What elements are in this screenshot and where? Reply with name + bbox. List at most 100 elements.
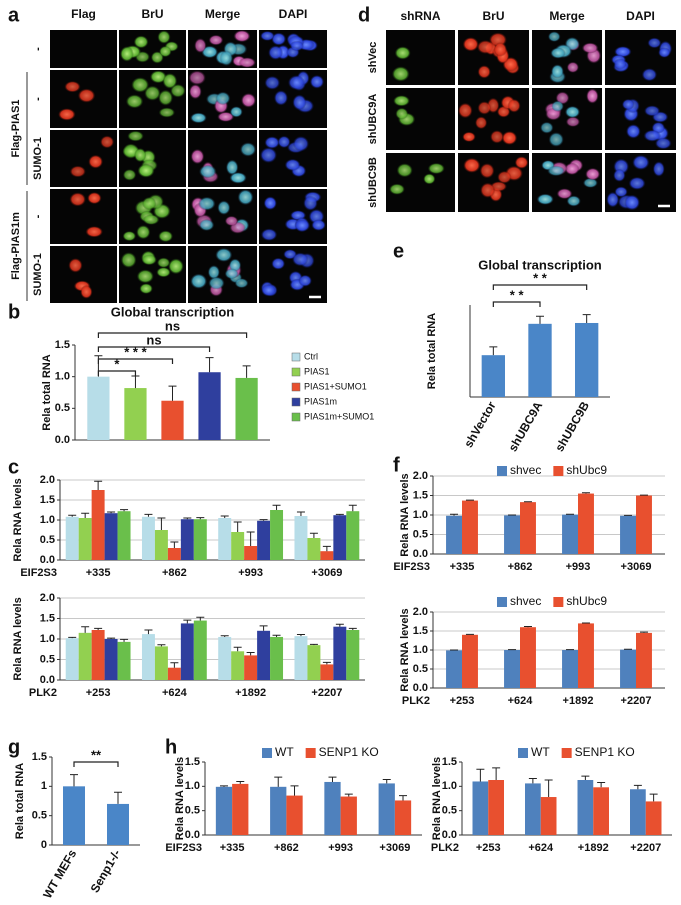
nucleus [264, 136, 280, 149]
nucleus [641, 68, 658, 82]
nucleus [493, 42, 508, 57]
bar [117, 511, 131, 560]
nucleus [208, 276, 225, 290]
significance-bracket [97, 370, 137, 376]
micrograph [50, 246, 117, 303]
bar [141, 634, 155, 680]
micrograph [119, 246, 186, 303]
bar [244, 546, 258, 560]
significance-bracket [97, 332, 248, 338]
row-label: shVec [367, 42, 379, 74]
nucleus [240, 92, 257, 108]
chart-title: Global transcription [478, 257, 602, 272]
y-tick-label: 1.0 [55, 371, 70, 383]
error-bar [335, 513, 344, 516]
y-axis-label: Rela RNA levels [431, 757, 443, 840]
bar [394, 800, 412, 835]
bar [63, 786, 85, 845]
error-bar [581, 775, 590, 781]
nucleus [277, 135, 291, 149]
error-bar [107, 511, 116, 514]
bar [154, 646, 168, 680]
x-tick-label: +335 [220, 842, 245, 854]
bar [320, 551, 334, 560]
bar [91, 629, 105, 680]
nucleus [303, 195, 318, 211]
error-bar [246, 531, 255, 546]
gene-label: EIF2S3 [393, 561, 430, 573]
bar [180, 519, 194, 560]
bar [488, 780, 504, 835]
x-tick-label: Senp1-/- [88, 847, 124, 895]
gene-label: EIF2S3 [20, 567, 57, 579]
micrograph [119, 30, 186, 68]
y-tick-label: 0.0 [185, 829, 200, 841]
y-tick-label: 1.5 [40, 612, 55, 624]
nucleus [566, 195, 581, 207]
row-label: - [32, 97, 44, 101]
nucleus [273, 90, 289, 106]
nucleus [229, 106, 243, 118]
x-tick-label: +624 [162, 687, 188, 699]
bar [578, 493, 594, 554]
bar [520, 502, 536, 554]
row-label: - [32, 214, 44, 218]
micrograph [50, 189, 117, 244]
bar [180, 623, 194, 680]
nucleus [190, 148, 205, 165]
nucleus [229, 172, 247, 184]
column-header: Merge [205, 7, 241, 21]
bar [324, 781, 341, 835]
error-bar [492, 767, 501, 781]
y-tick-label: 1.0 [442, 780, 457, 792]
y-axis-label: Rela RNA levels [174, 757, 186, 840]
error-bar [489, 346, 498, 356]
error-bar [233, 646, 242, 652]
nucleus [271, 32, 287, 46]
panel-letter: d [358, 4, 370, 26]
error-bar [544, 779, 553, 798]
nucleus [586, 88, 599, 104]
nucleus [389, 183, 405, 195]
micrograph [386, 88, 455, 150]
legend-label: WT [275, 745, 294, 759]
error-bar [94, 480, 103, 490]
y-tick-label: 1.5 [185, 756, 200, 768]
error-bar [633, 784, 642, 790]
bar [620, 649, 636, 688]
bar [346, 511, 360, 560]
bar [528, 323, 552, 397]
y-tick-label: 2.0 [40, 592, 55, 604]
nucleus [613, 168, 626, 182]
nucleus [556, 188, 573, 200]
nucleus [565, 116, 581, 128]
bar [520, 627, 536, 688]
nucleus [122, 169, 137, 181]
nucleus [264, 75, 281, 90]
nucleus [215, 247, 233, 262]
error-bar [309, 643, 318, 646]
bar [540, 797, 557, 835]
error-bar [259, 519, 268, 521]
bar [562, 514, 578, 554]
bar [161, 400, 184, 440]
nucleus [158, 107, 176, 118]
significance-label: * * [533, 270, 548, 285]
legend-label: PIAS1m+SUMO1 [304, 411, 374, 421]
error-bar [259, 625, 268, 631]
legend-swatch [553, 466, 564, 476]
bar [333, 515, 347, 560]
bar [87, 376, 110, 440]
nucleus [215, 91, 231, 106]
micrograph [188, 130, 257, 187]
error-bar [523, 625, 532, 628]
bar [244, 655, 258, 680]
bar [124, 388, 147, 440]
gene-label: PLK2 [431, 842, 459, 854]
micrograph [605, 153, 676, 212]
significance-bracket [492, 301, 541, 307]
significance-bracket [97, 346, 211, 352]
error-bar [476, 768, 485, 782]
nucleus [217, 111, 235, 122]
error-bar [582, 314, 591, 323]
